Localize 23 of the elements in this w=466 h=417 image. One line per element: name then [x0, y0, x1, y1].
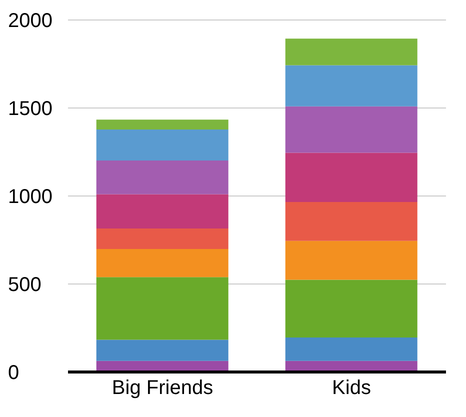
bar	[285, 152, 418, 202]
y-tick-label: 0	[8, 362, 20, 384]
bar	[96, 228, 228, 249]
bar	[285, 202, 418, 241]
bar	[96, 248, 228, 278]
bar	[285, 106, 418, 153]
bar	[285, 38, 418, 66]
bar	[96, 340, 228, 361]
y-tick-label: 500	[8, 274, 42, 296]
bar	[96, 120, 228, 130]
bar	[96, 160, 228, 194]
x-tick-label: Kids	[332, 377, 371, 400]
bar	[285, 338, 418, 361]
y-tick-label: 2000	[8, 10, 52, 32]
x-tick-label: Big Friends	[112, 377, 214, 400]
y-tick-label: 1500	[8, 98, 52, 120]
bar	[285, 240, 418, 280]
bar	[96, 129, 228, 160]
bar	[285, 65, 418, 106]
bar	[285, 280, 418, 338]
y-tick-label: 1000	[8, 186, 52, 208]
bar	[96, 277, 228, 340]
bar	[96, 194, 228, 229]
